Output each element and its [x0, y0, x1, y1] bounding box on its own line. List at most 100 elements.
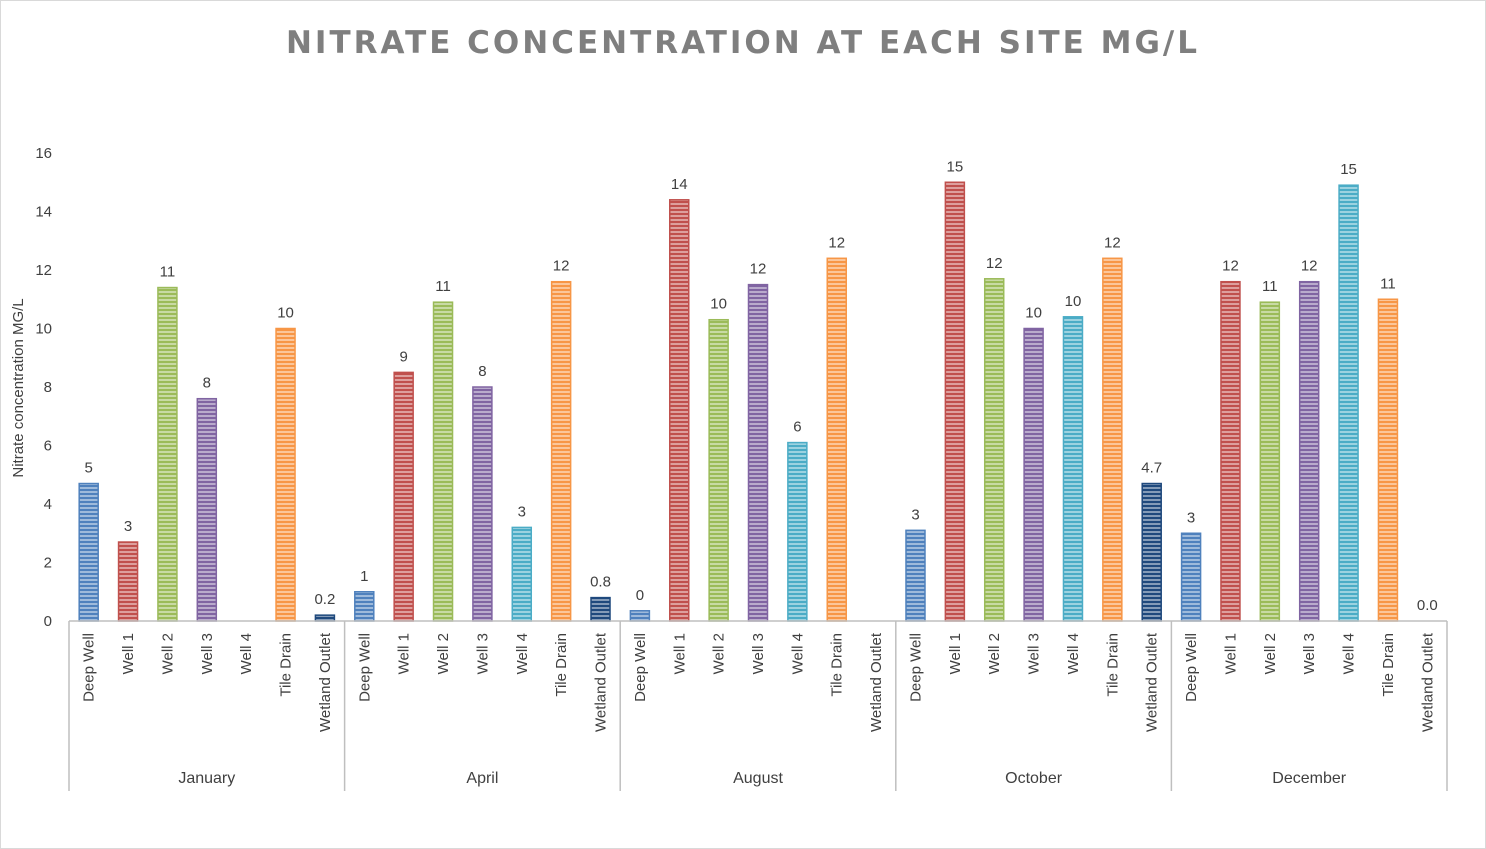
x-group-label: October: [1005, 770, 1063, 787]
bar-april-tile-drain: [550, 280, 572, 622]
x-category-label: Well 2: [986, 633, 1003, 674]
y-tick-label: 0: [44, 613, 52, 630]
x-group-label: April: [466, 770, 498, 787]
bar-december-deep-well: [1180, 532, 1202, 622]
data-label: 5: [85, 460, 93, 477]
data-label: 6: [793, 419, 801, 436]
data-label: 0.8: [590, 574, 611, 591]
x-category-label: Wetland Outlet: [1144, 632, 1161, 732]
x-category-label: Well 1: [396, 633, 413, 674]
bar-april-well-4: [511, 526, 533, 622]
data-label: 14: [671, 176, 688, 193]
data-label: 12: [1222, 258, 1239, 275]
x-category-label: Well 4: [238, 633, 255, 674]
y-tick-label: 10: [35, 321, 52, 338]
bar-april-well-1: [393, 371, 414, 622]
data-label: 1: [360, 568, 368, 585]
x-category-label: Well 3: [1026, 633, 1043, 674]
y-axis: 0 2 4 6 8 10 12 14 16: [35, 145, 52, 630]
x-category-label: Well 2: [159, 633, 176, 674]
data-label: 3: [1187, 509, 1195, 526]
x-category-label: Well 1: [120, 633, 137, 674]
data-label: 3: [911, 506, 919, 523]
y-axis-title: Nitrate concentration MG/L: [10, 298, 27, 477]
data-label: 8: [203, 375, 211, 392]
bar-december-well-2: [1259, 301, 1281, 622]
bar-december-well-3: [1298, 280, 1320, 622]
chart-title: NITRATE CONCENTRATION AT EACH SITE MG/L: [286, 25, 1200, 61]
bar-october-well-2: [983, 278, 1005, 622]
bar-january-wetland-outlet: [314, 614, 336, 622]
data-label: 15: [1340, 161, 1357, 178]
bar-august-well-4: [787, 441, 808, 622]
bars-layer: 5 3 11 8 10 0.2 1 9 11 8 3 12 0.8 0 14 10 12 6 12 3 15 12 10 10…: [78, 158, 1438, 622]
x-category-label: Wetland Outlet: [593, 632, 610, 732]
x-category-label: Well 4: [789, 633, 806, 674]
data-label: 10: [277, 305, 294, 322]
data-label: 3: [518, 503, 526, 520]
x-category-label: Deep Well: [1183, 633, 1200, 702]
data-label: 15: [947, 158, 964, 175]
x-category-label: Tile Drain: [1380, 633, 1397, 697]
y-tick-label: 6: [44, 438, 52, 455]
bar-april-wetland-outlet: [590, 596, 611, 622]
data-label: 4.7: [1141, 460, 1162, 477]
y-tick-label: 14: [35, 204, 52, 221]
x-axis: Deep Well Well 1 Well 2 Well 3 Well 4 Tile Dr…: [68, 620, 1448, 791]
y-tick-label: 2: [44, 555, 52, 572]
bar-december-well-4: [1338, 184, 1359, 622]
x-group-label: December: [1272, 770, 1346, 787]
bar-october-well-4: [1062, 316, 1084, 622]
x-category-label: Well 3: [474, 633, 491, 674]
bar-april-well-3: [472, 386, 493, 622]
data-label: 11: [435, 278, 451, 295]
data-label: 3: [124, 518, 132, 535]
bar-january-well-3: [196, 397, 218, 622]
bar-october-deep-well: [905, 529, 926, 622]
bar-december-tile-drain: [1377, 298, 1399, 622]
x-category-label: Well 2: [711, 633, 728, 674]
bar-january-well-2: [157, 286, 178, 622]
bar-october-well-1: [944, 181, 966, 622]
data-label: 10: [710, 296, 727, 313]
data-label: 12: [553, 258, 570, 275]
data-label: 10: [1025, 305, 1042, 322]
x-category-label: Well 1: [1222, 633, 1239, 674]
data-label: 11: [1262, 278, 1278, 295]
data-label: 12: [828, 234, 845, 251]
bar-august-well-1: [669, 199, 690, 622]
data-label: 0.2: [314, 591, 335, 608]
x-group-label: August: [733, 770, 783, 787]
x-category-label: Well 4: [1065, 633, 1082, 674]
bar-january-well-1: [117, 541, 139, 622]
x-category-label: Tile Drain: [278, 633, 295, 697]
x-category-label: Well 3: [750, 633, 767, 674]
data-label: 11: [1380, 275, 1396, 292]
data-label: 10: [1065, 293, 1082, 310]
data-label: 0.0: [1417, 597, 1438, 614]
x-category-label: Deep Well: [81, 633, 98, 702]
x-category-label: Well 3: [1301, 633, 1318, 674]
x-category-label: Well 4: [514, 633, 531, 674]
data-label: 12: [1301, 258, 1318, 275]
x-category-label: Well 3: [199, 633, 216, 674]
x-category-label: Tile Drain: [829, 633, 846, 697]
x-category-label: Tile Drain: [553, 633, 570, 697]
x-category-label: Wetland Outlet: [1419, 632, 1436, 732]
data-label: 11: [160, 264, 176, 281]
y-tick-label: 12: [35, 262, 52, 279]
bar-december-well-1: [1220, 280, 1241, 622]
x-category-label: Wetland Outlet: [317, 632, 334, 732]
data-label: 8: [478, 363, 486, 380]
x-category-label: Well 1: [671, 633, 688, 674]
y-tick-label: 8: [44, 379, 52, 396]
bar-january-deep-well: [78, 482, 99, 622]
y-tick-label: 4: [44, 496, 52, 513]
bar-october-well-3: [1023, 327, 1044, 622]
data-label: 0: [636, 587, 644, 604]
x-category-label: Well 4: [1341, 633, 1358, 674]
data-label: 12: [986, 255, 1003, 272]
x-category-label: Deep Well: [356, 633, 373, 702]
